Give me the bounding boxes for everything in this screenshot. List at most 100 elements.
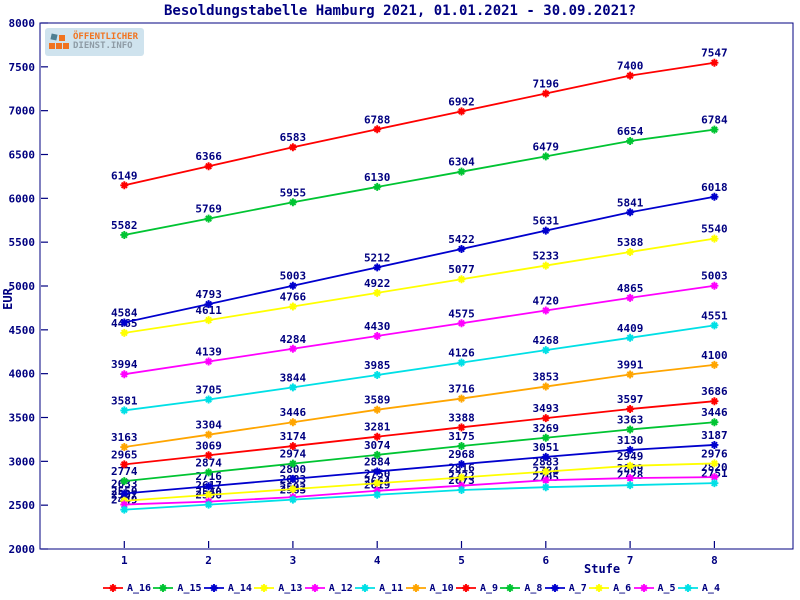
svg-text:3597: 3597	[617, 393, 644, 406]
svg-text:6992: 6992	[448, 95, 475, 108]
svg-text:2500: 2500	[9, 499, 36, 512]
svg-text:4766: 4766	[280, 291, 307, 304]
legend-item-a_7: A_7	[544, 582, 587, 594]
svg-text:4000: 4000	[9, 368, 36, 381]
svg-text:4126: 4126	[448, 347, 475, 360]
svg-text:3187: 3187	[701, 429, 728, 442]
svg-text:3174: 3174	[280, 430, 307, 443]
series-A_7	[120, 440, 719, 498]
svg-text:1: 1	[121, 554, 128, 567]
svg-text:4611: 4611	[195, 304, 222, 317]
svg-text:6500: 6500	[9, 149, 36, 162]
svg-text:3446: 3446	[280, 406, 307, 419]
series-A_10	[120, 360, 719, 452]
svg-text:4584: 4584	[111, 306, 138, 319]
series-A_15	[120, 125, 719, 239]
svg-text:3985: 3985	[364, 359, 391, 372]
legend-item-a_6: A_6	[588, 582, 631, 594]
svg-text:3074: 3074	[364, 439, 391, 452]
svg-text:2800: 2800	[280, 463, 307, 476]
svg-text:7196: 7196	[533, 77, 560, 90]
svg-text:5769: 5769	[195, 203, 222, 216]
svg-text:6788: 6788	[364, 113, 391, 126]
svg-text:3853: 3853	[533, 371, 560, 384]
x-axis-label: Stufe	[584, 562, 621, 576]
svg-text:7547: 7547	[701, 47, 728, 60]
legend-label: A_14	[227, 582, 252, 594]
legend-item-a_9: A_9	[455, 582, 498, 594]
svg-text:5003: 5003	[280, 270, 307, 283]
point-value-labels: 6149 6366 6583 6788 6992 7196 7400 7547 5582 5769…	[111, 47, 728, 507]
legend-item-a_11: A_11	[354, 582, 403, 594]
legend-item-a_4: A_4	[677, 582, 720, 594]
svg-text:3000: 3000	[9, 455, 36, 468]
svg-text:4865: 4865	[617, 282, 644, 295]
svg-text:2965: 2965	[111, 448, 138, 461]
chart-legend: A_16 A_15 A_14 A_13 A_12 A_11 A_10 A_9 A_8 A_7 A_6…	[102, 580, 720, 596]
legend-item-a_15: A_15	[152, 582, 202, 594]
oeffentlicher-dienst-logo: ÖFFENTLICHER DIENST.INFO	[45, 28, 145, 56]
svg-text:5422: 5422	[448, 233, 475, 246]
svg-text:2968: 2968	[448, 448, 475, 461]
svg-text:2: 2	[205, 554, 212, 567]
svg-text:6583: 6583	[280, 131, 307, 144]
y-axis-ticks: 2000 2500 3000 3500 4000 4500 5000 5500 6000 6500…	[9, 17, 48, 556]
legend-marker-icon	[677, 584, 698, 592]
legend-label: A_11	[379, 582, 404, 594]
legend-marker-icon	[500, 584, 521, 592]
svg-text:2976: 2976	[701, 447, 728, 460]
plot-border	[39, 22, 794, 550]
svg-text:5500: 5500	[9, 236, 36, 249]
svg-text:4575: 4575	[448, 307, 475, 320]
logo-squares-icon	[49, 32, 69, 51]
legend-marker-icon	[254, 584, 275, 592]
legend-item-a_14: A_14	[203, 582, 252, 594]
logo-text: ÖFFENTLICHER DIENST.INFO	[73, 33, 138, 51]
svg-text:7400: 7400	[617, 60, 644, 73]
svg-text:3051: 3051	[533, 441, 560, 454]
svg-text:4793: 4793	[195, 288, 222, 301]
svg-text:5000: 5000	[9, 280, 36, 293]
logo-line1: ÖFFENTLICHER	[73, 32, 139, 42]
svg-text:7000: 7000	[9, 105, 36, 118]
svg-text:3716: 3716	[448, 383, 475, 396]
svg-text:8000: 8000	[9, 17, 36, 30]
svg-text:4284: 4284	[280, 333, 307, 346]
legend-marker-icon	[355, 584, 376, 592]
svg-text:6654: 6654	[617, 125, 644, 138]
svg-text:5540: 5540	[701, 223, 728, 236]
svg-text:6: 6	[542, 554, 549, 567]
svg-text:6130: 6130	[364, 171, 391, 184]
svg-text:3363: 3363	[617, 414, 644, 427]
svg-text:3069: 3069	[195, 439, 222, 452]
series-A_13	[120, 234, 719, 337]
svg-text:2774: 2774	[111, 465, 138, 478]
svg-text:7: 7	[627, 554, 634, 567]
svg-text:6000: 6000	[9, 192, 36, 205]
svg-text:3686: 3686	[701, 385, 728, 398]
legend-marker-icon	[589, 584, 610, 592]
svg-text:6149: 6149	[111, 169, 138, 182]
legend-label: A_7	[568, 582, 587, 594]
svg-text:5212: 5212	[364, 251, 391, 264]
legend-marker-icon	[103, 584, 123, 592]
svg-text:3493: 3493	[533, 402, 560, 415]
svg-text:4720: 4720	[533, 295, 560, 308]
svg-text:3175: 3175	[448, 430, 475, 443]
legend-item-a_10: A_10	[405, 582, 454, 594]
svg-text:7500: 7500	[9, 61, 36, 74]
legend-marker-icon	[405, 584, 426, 592]
svg-text:3446: 3446	[701, 406, 728, 419]
y-axis-label: EUR	[1, 288, 15, 310]
svg-text:2883: 2883	[533, 456, 560, 469]
svg-text:5077: 5077	[448, 263, 475, 276]
svg-text:6304: 6304	[448, 156, 475, 169]
legend-label: A_6	[613, 582, 632, 594]
svg-text:3: 3	[290, 554, 297, 567]
svg-text:3991: 3991	[617, 358, 644, 371]
legend-label: A_9	[479, 582, 499, 594]
svg-text:4430: 4430	[364, 320, 391, 333]
svg-text:3844: 3844	[280, 371, 307, 384]
